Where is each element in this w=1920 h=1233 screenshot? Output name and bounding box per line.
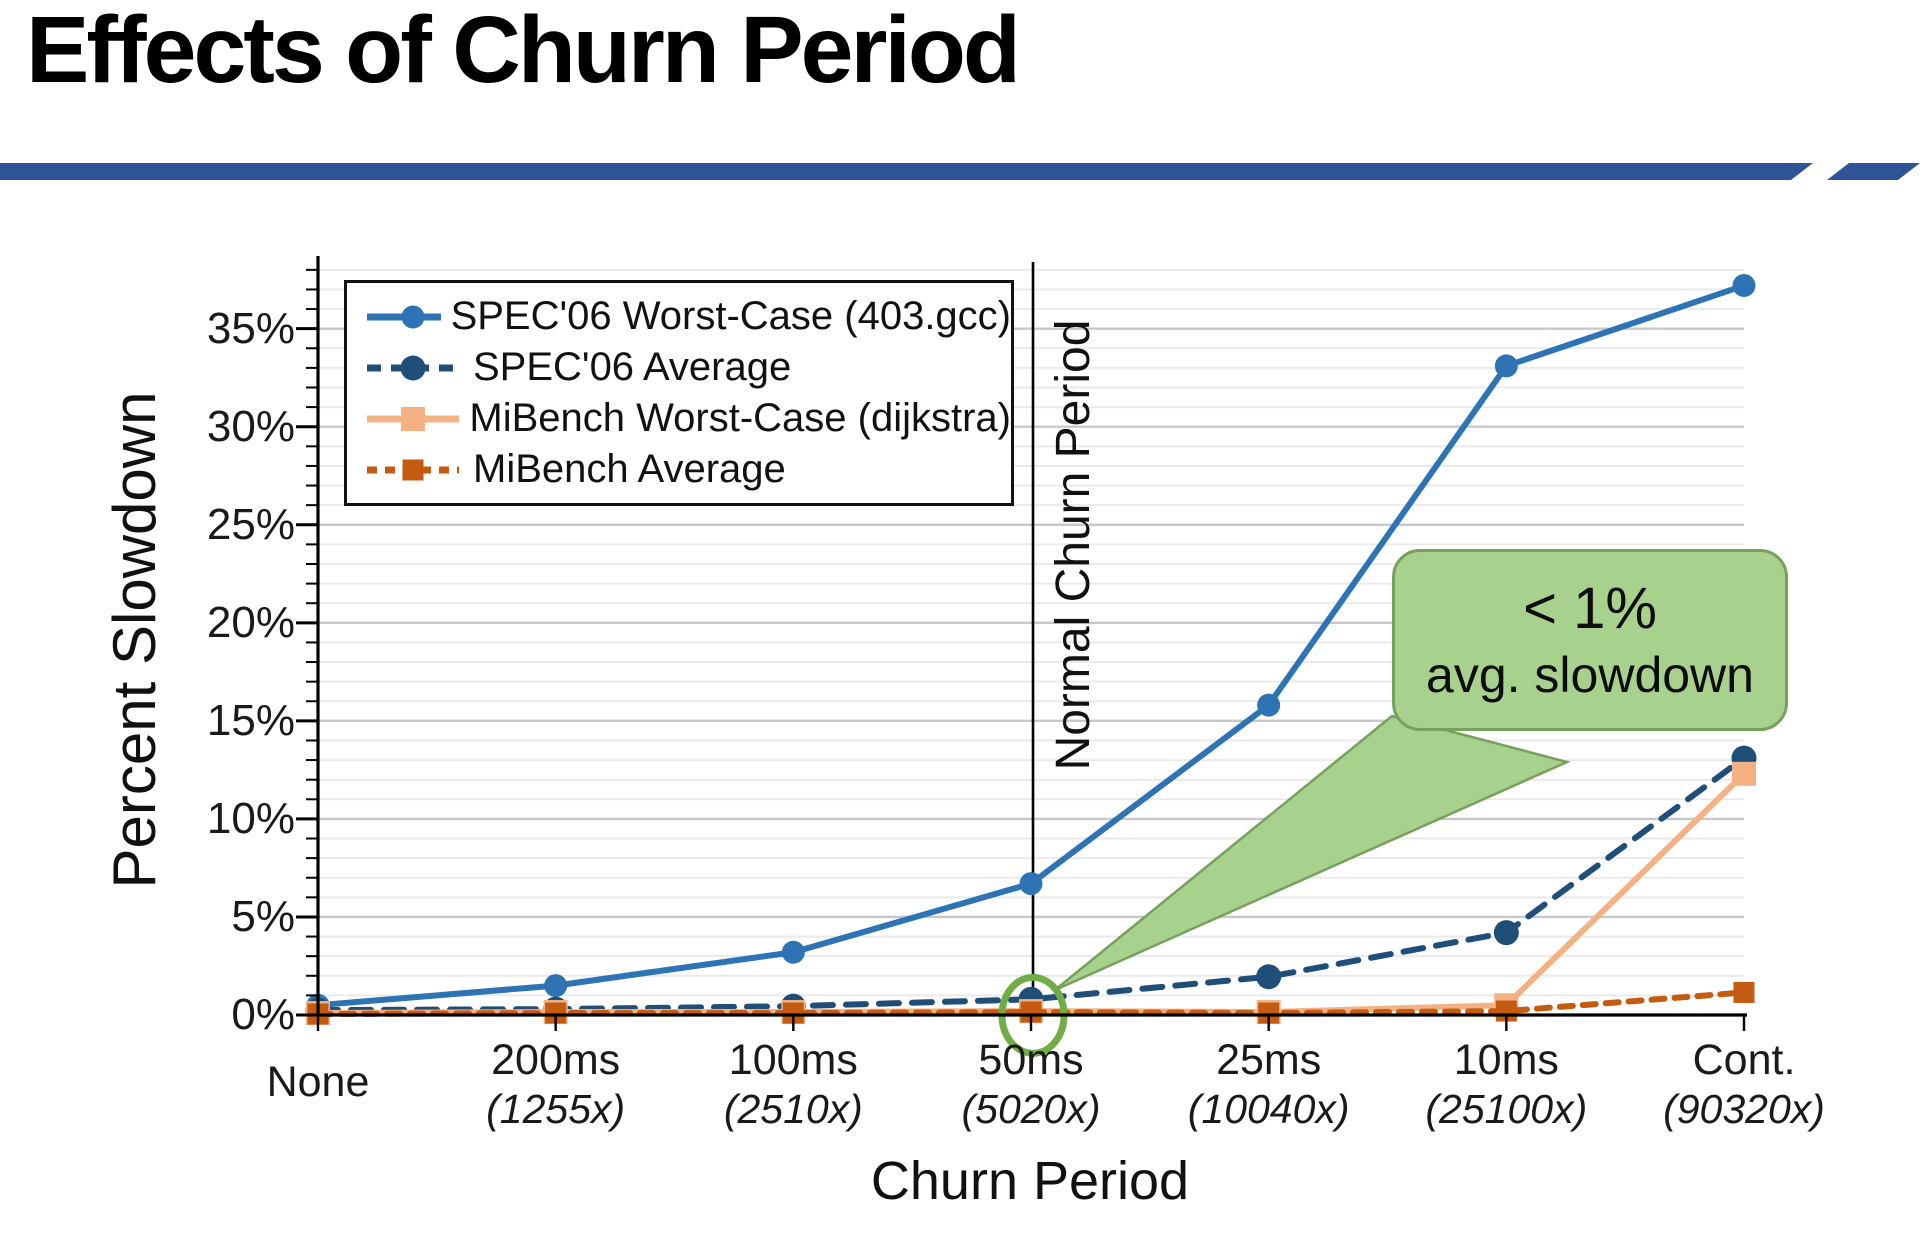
legend-swatch [367,459,459,480]
slide-title: Effects of Churn Period [26,0,1021,103]
data-point [1493,920,1519,946]
legend-swatch [367,355,459,380]
x-tick-label: None [266,1058,370,1106]
x-tick-sublabel: (5020x) [961,1086,1101,1132]
y-tick-label: 5% [231,891,295,941]
legend-item: SPEC'06 Worst-Case (403.gcc) [363,294,1011,339]
x-axis-title: Churn Period [870,1151,1190,1211]
normal-churn-period-label: Normal Churn Period [1047,319,1100,771]
x-tick-label: 50ms [978,1036,1084,1084]
data-point [1257,693,1281,717]
x-tick-label: 200ms [491,1036,621,1084]
legend-item: SPEC'06 Average [363,345,1011,390]
data-point [781,940,805,964]
y-tick-label: 20% [206,597,295,647]
legend-swatch [367,305,441,328]
y-tick-label: 25% [206,499,295,549]
callout-bubble: < 1% avg. slowdown [1392,549,1788,731]
data-point [1258,1002,1280,1024]
data-point [545,1002,567,1024]
data-point [1256,964,1282,990]
callout-line2: avg. slowdown [1426,646,1754,703]
x-tick-label: 25ms [1216,1036,1322,1084]
data-point [1732,274,1756,298]
x-tick-sublabel: (10040x) [1187,1086,1350,1132]
y-tick-label: 30% [206,401,295,451]
x-tick-sublabel: (90320x) [1663,1086,1825,1132]
data-point [1020,1001,1042,1023]
data-point [1019,872,1043,896]
data-point [544,974,568,998]
y-tick-label: 10% [206,793,295,843]
data-point [1494,354,1518,378]
legend-label: SPEC'06 Worst-Case (403.gcc) [450,294,1011,338]
x-tick-label: Cont. [1692,1036,1796,1084]
legend-label: MiBench Average [473,447,786,491]
y-tick-label: 15% [206,695,295,745]
callout-line1: < 1% [1523,575,1657,641]
title-accent-rule [0,163,1813,180]
y-tick-label: 35% [206,303,295,353]
x-tick-sublabel: (25100x) [1425,1086,1588,1132]
legend-label: MiBench Worst-Case (dijkstra) [469,396,1011,440]
x-tick-sublabel: (2510x) [723,1086,863,1132]
title-accent-rule-dash [1827,163,1920,180]
x-tick-label: 100ms [728,1036,858,1084]
data-point [1733,981,1755,1003]
callout-tail [1054,714,1571,992]
x-tick-sublabel: (1255x) [486,1086,626,1132]
chart-legend: SPEC'06 Worst-Case (403.gcc) SPEC'06 Aver… [344,280,1014,506]
legend-swatch [367,406,459,431]
legend-label: SPEC'06 Average [473,345,792,389]
data-point [782,1002,804,1024]
legend-item: MiBench Worst-Case (dijkstra) [363,396,1011,441]
y-tick-label: 0% [231,990,295,1039]
legend-item: MiBench Average [363,447,1011,492]
data-point [1732,761,1756,786]
y-axis-title: Percent Slowdown [101,391,168,889]
x-tick-label: 10ms [1453,1036,1559,1084]
